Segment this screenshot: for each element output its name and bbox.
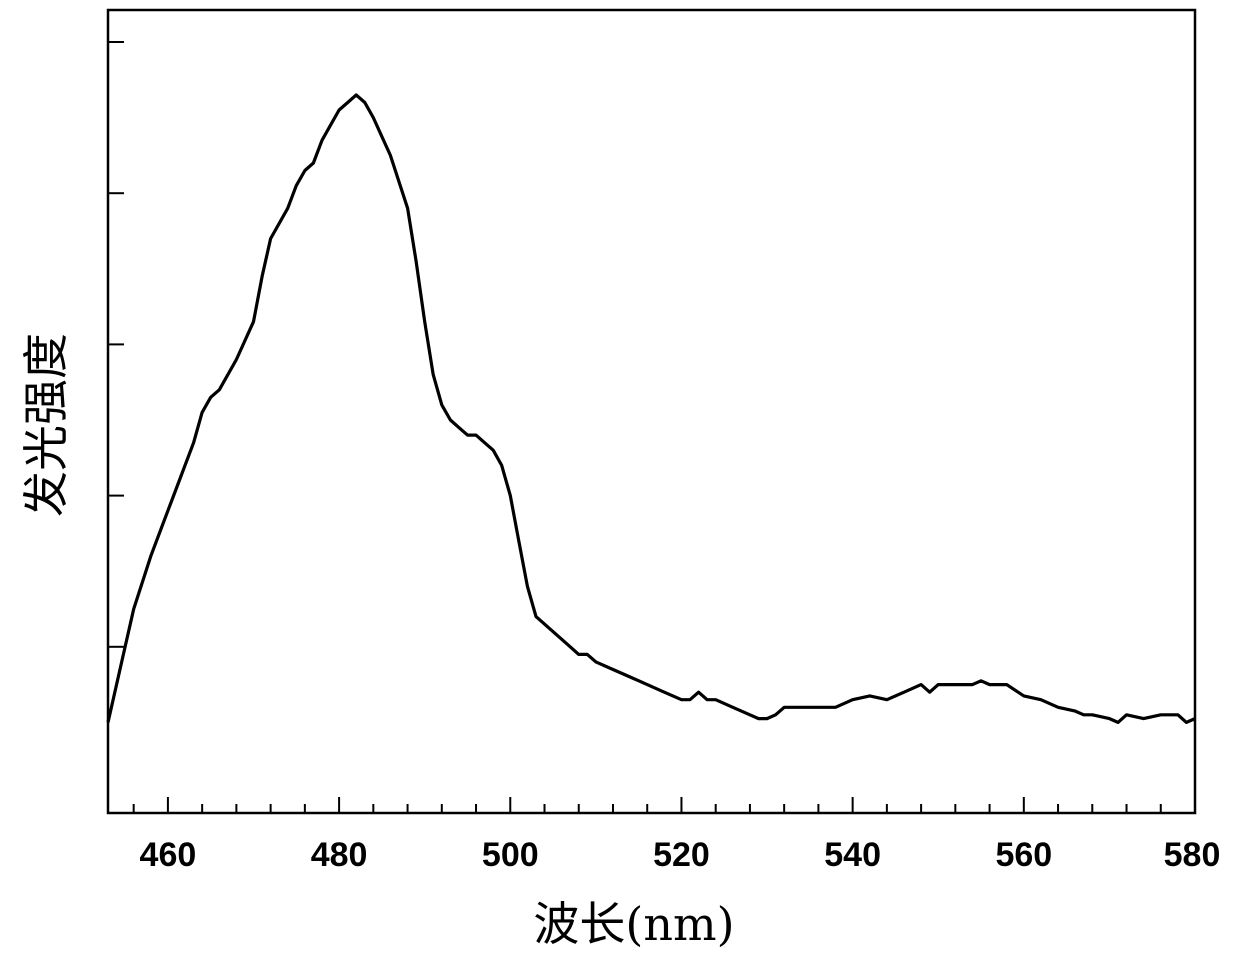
x-axis-tick-labels: 460 480 500 520 540 560 580 [140,836,1221,874]
plot-frame [108,10,1195,813]
x-tick-label: 480 [311,836,368,874]
y-axis-ticks [108,42,124,647]
x-tick-label: 520 [653,836,710,874]
x-axis-ticks [134,797,1195,813]
x-tick-label: 500 [482,836,539,874]
x-tick-label: 460 [140,836,197,874]
x-tick-label: 560 [995,836,1052,874]
emission-spectrum-line [108,95,1195,723]
x-tick-label: 540 [824,836,881,874]
x-axis-title: 波长(nm) [533,897,734,951]
y-axis-title: 发光强度 [19,333,73,517]
x-tick-label: 580 [1164,836,1221,874]
